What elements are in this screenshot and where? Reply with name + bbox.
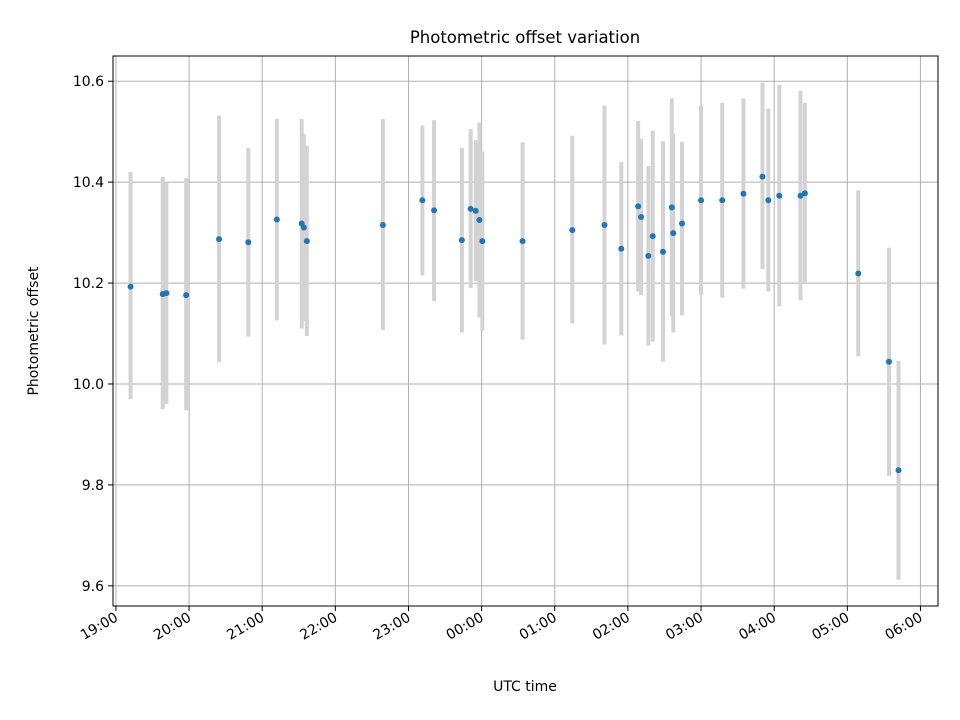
data-point [519,238,526,245]
data-point [216,236,223,243]
data-point [759,173,766,180]
data-point [776,192,783,199]
y-tick-label: 9.6 [82,579,104,595]
data-point [668,204,675,211]
data-point [679,220,686,227]
y-axis-label: Photometric offset [26,266,42,396]
y-tick-label: 10.4 [73,175,104,191]
data-point [895,467,902,474]
data-point [649,233,656,240]
data-point [618,245,625,252]
y-tick-label: 10.0 [73,377,104,393]
data-point [797,192,804,199]
data-point [601,222,608,229]
data-point [660,248,666,255]
data-point [163,290,170,297]
data-point [719,197,726,204]
data-point [569,227,576,234]
data-point [476,216,483,223]
data-point [740,190,747,197]
y-axis-ticks: 9.6 9.8 10.0 10.2 10.4 10.6 [73,74,113,595]
data-point [472,207,479,214]
data-point [303,238,310,245]
data-point [885,358,892,365]
y-tick-label: 10.2 [73,276,104,292]
data-point [127,283,134,290]
data-point [183,292,190,299]
data-point [379,222,386,229]
data-point [245,239,252,246]
data-point [479,238,486,245]
data-point [645,252,652,259]
data-point [300,224,307,231]
data-point [765,197,772,204]
data-point [273,216,280,223]
x-axis-label: UTC time [493,679,557,695]
data-points [127,173,902,474]
data-point [419,197,426,204]
chart-title: Photometric offset variation [410,28,640,47]
data-point [467,205,474,212]
data-point [670,230,677,237]
y-tick-label: 10.6 [73,74,104,90]
data-point [855,270,862,277]
data-point [638,213,645,220]
y-tick-label: 9.8 [82,478,104,494]
plot-frame [112,55,939,607]
data-point [635,203,642,210]
data-point [458,237,465,244]
data-point [698,197,705,204]
data-point [801,190,808,197]
data-point [431,207,438,214]
